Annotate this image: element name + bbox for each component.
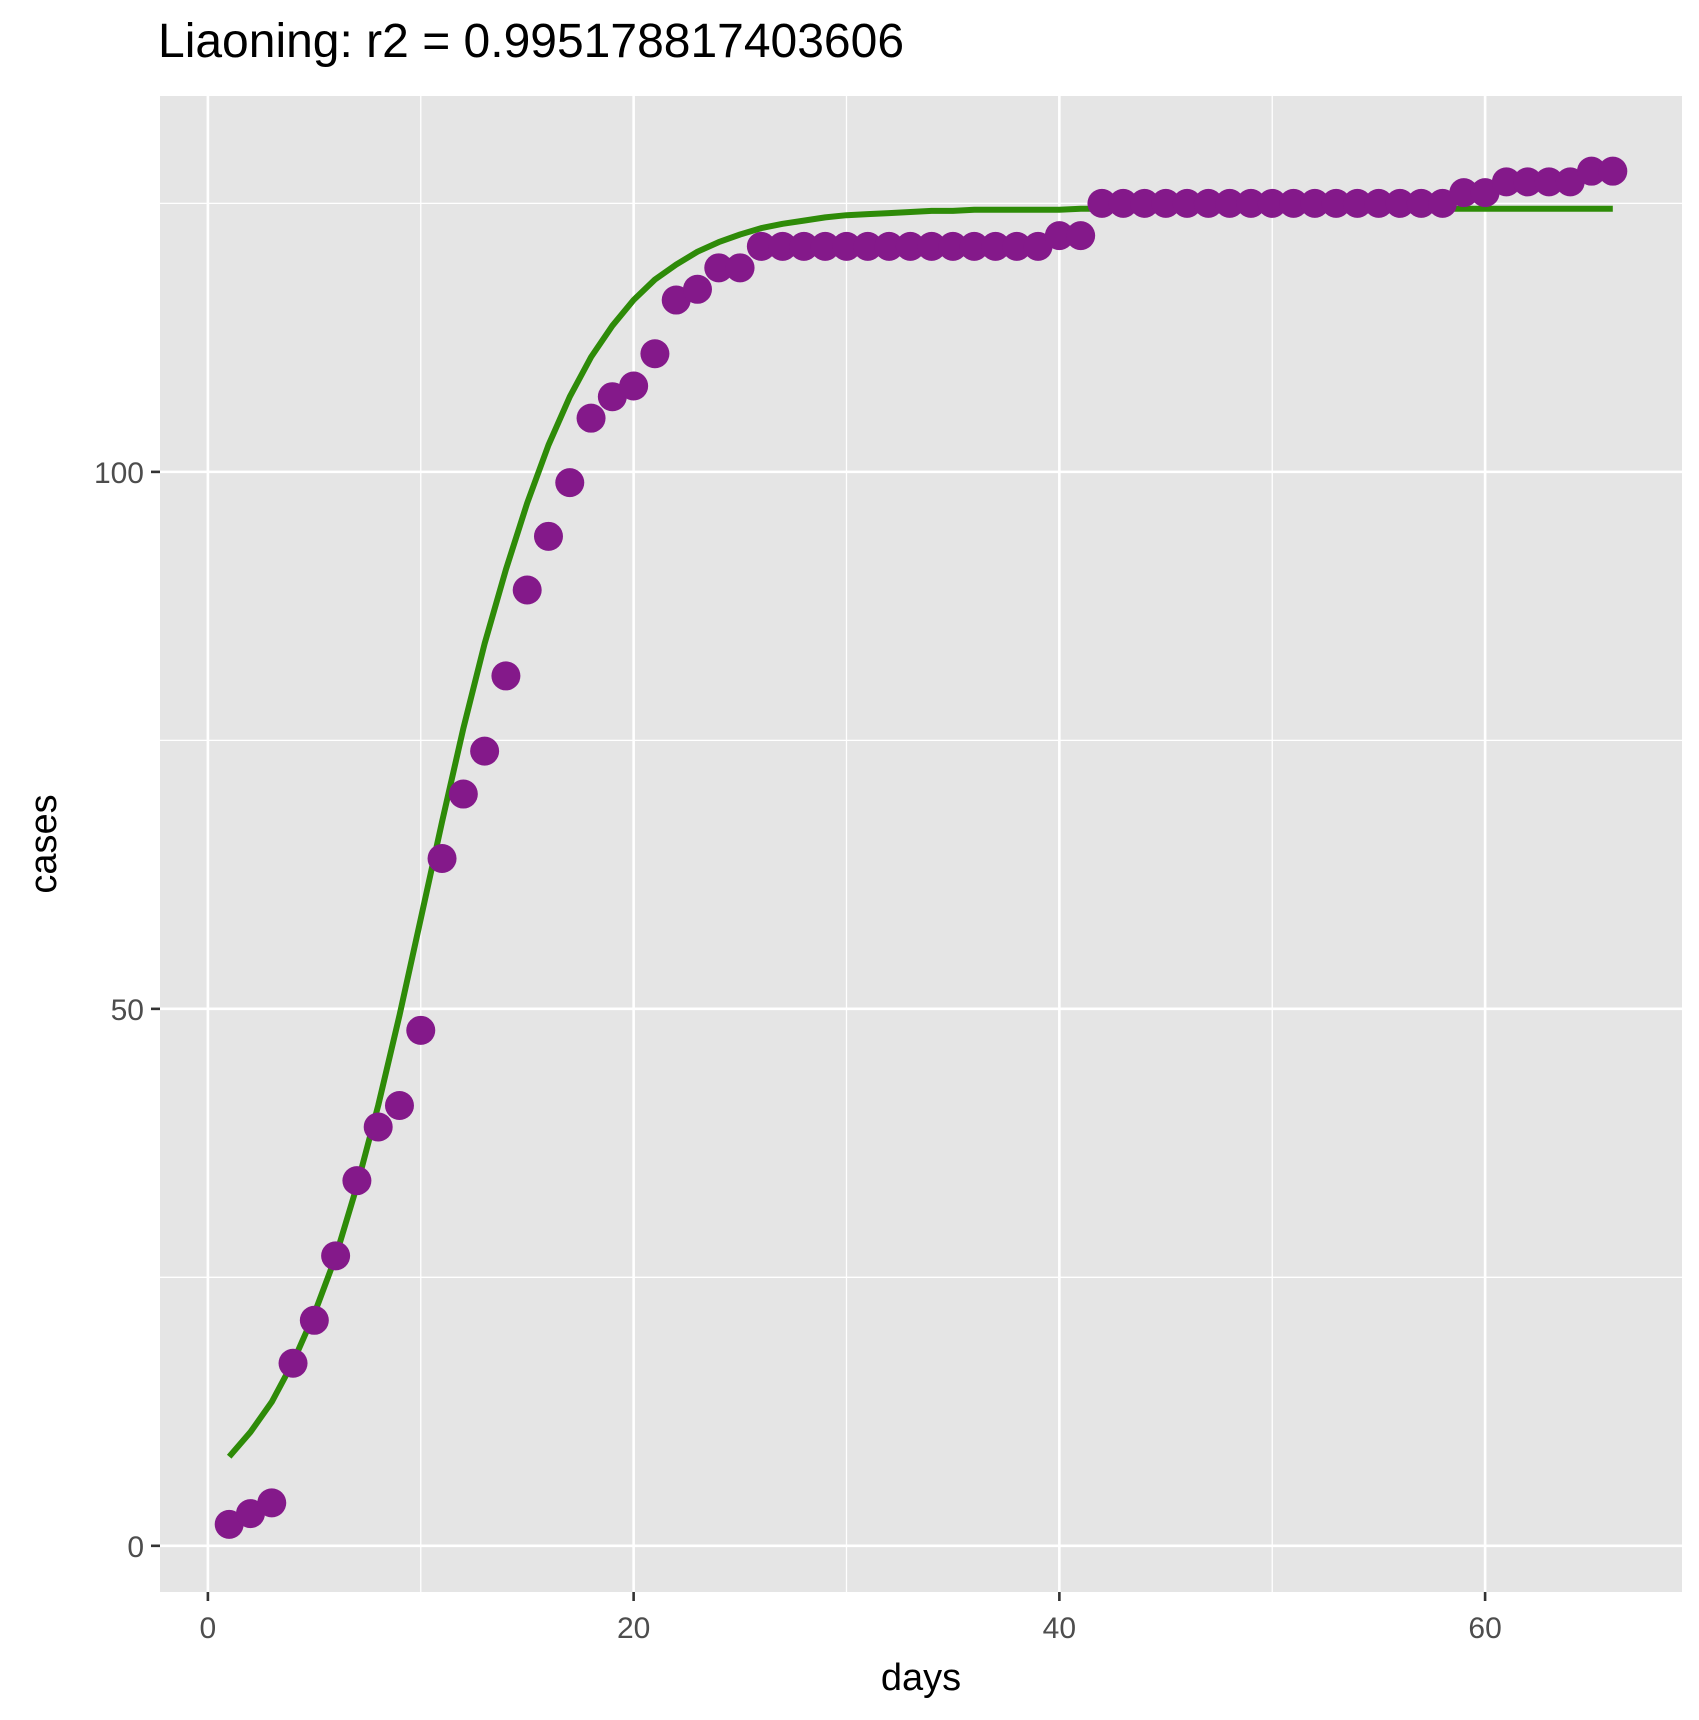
- data-point: [300, 1306, 329, 1335]
- y-axis-title: cases: [23, 794, 65, 893]
- y-tick-label: 100: [94, 457, 144, 490]
- data-point: [279, 1349, 308, 1378]
- data-point: [619, 371, 648, 400]
- x-axis: 0 20 40 60: [200, 1592, 1502, 1645]
- x-tick-label: 0: [200, 1612, 217, 1645]
- x-tick-label: 40: [1043, 1612, 1076, 1645]
- data-point: [257, 1488, 286, 1517]
- data-point: [1066, 221, 1095, 250]
- data-point: [385, 1091, 414, 1120]
- data-point: [364, 1112, 393, 1141]
- data-point: [449, 780, 478, 809]
- data-point: [1598, 157, 1627, 186]
- data-point: [726, 253, 755, 282]
- data-point: [513, 576, 542, 605]
- data-point: [406, 1016, 435, 1045]
- plot-panel: [160, 96, 1682, 1592]
- data-point: [428, 844, 457, 873]
- data-point: [342, 1166, 371, 1195]
- data-point: [640, 339, 669, 368]
- data-point: [683, 275, 712, 304]
- y-tick-label: 50: [111, 994, 144, 1027]
- data-point: [555, 468, 584, 497]
- data-point: [470, 737, 499, 766]
- data-point: [534, 522, 563, 551]
- x-tick-label: 20: [617, 1612, 650, 1645]
- x-tick-label: 60: [1468, 1612, 1501, 1645]
- x-axis-title: days: [881, 1657, 961, 1699]
- data-point: [321, 1241, 350, 1270]
- y-axis: 0 50 100: [94, 457, 160, 1564]
- y-tick-label: 0: [127, 1531, 144, 1564]
- data-point: [577, 404, 606, 433]
- data-point: [491, 661, 520, 690]
